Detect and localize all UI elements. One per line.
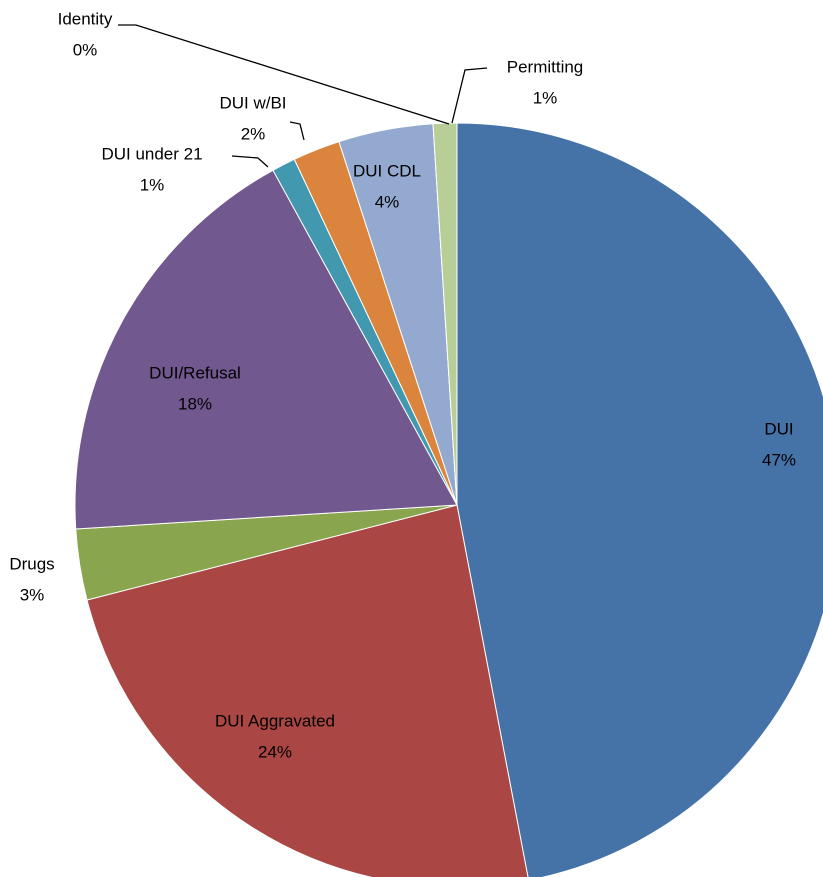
slice-label: DUI w/BI — [219, 93, 286, 112]
slice-label: DUI CDL — [353, 161, 421, 180]
slice-value-label: 2% — [241, 124, 266, 143]
slice-value-label: 4% — [375, 192, 400, 211]
leader-line — [118, 24, 450, 125]
slice-label: Permitting — [507, 57, 584, 76]
slice-label: Drugs — [9, 554, 54, 573]
slice-value-label: 47% — [762, 450, 796, 469]
slice-label: DUI under 21 — [101, 144, 202, 163]
pie-slice — [456, 122, 823, 877]
slice-value-label: 3% — [20, 585, 45, 604]
slice-label: DUI — [764, 419, 793, 438]
slice-value-label: 18% — [178, 394, 212, 413]
leader-line — [231, 155, 269, 168]
slice-label: DUI/Refusal — [149, 363, 241, 382]
slice-value-label: 24% — [258, 742, 292, 761]
slice-value-label: 0% — [73, 40, 98, 59]
pie-slice — [86, 504, 529, 877]
slice-label: Identity — [58, 9, 113, 28]
slice-value-label: 1% — [533, 88, 558, 107]
leader-line — [451, 67, 488, 124]
slice-value-label: 1% — [140, 175, 165, 194]
leader-line — [289, 121, 305, 141]
slice-label: DUI Aggravated — [215, 711, 335, 730]
pie-slice — [74, 169, 458, 530]
